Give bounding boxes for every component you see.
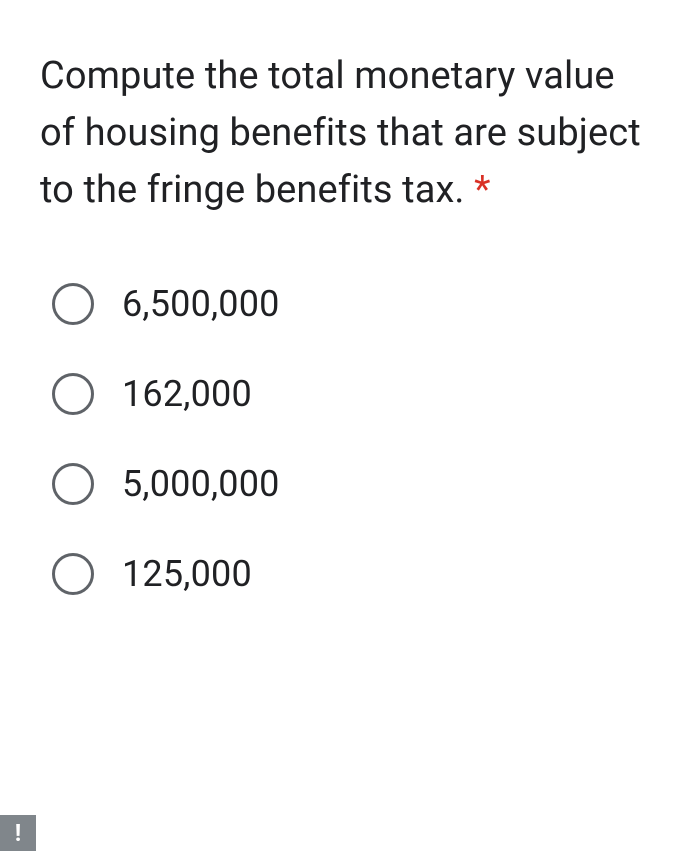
radio-option[interactable]: 5,000,000: [40, 463, 651, 505]
option-label: 125,000: [122, 553, 252, 595]
radio-icon: [52, 283, 94, 325]
radio-icon: [52, 373, 94, 415]
radio-option[interactable]: 125,000: [40, 553, 651, 595]
required-asterisk: *: [474, 168, 490, 212]
radio-icon: [52, 553, 94, 595]
options-list: 6,500,000 162,000 5,000,000 125,000: [40, 283, 651, 595]
radio-option[interactable]: 162,000: [40, 373, 651, 415]
question-text: Compute the total monetary value of hous…: [40, 48, 651, 219]
exclamation-icon: !: [15, 821, 22, 845]
option-label: 162,000: [122, 373, 252, 415]
question-card: Compute the total monetary value of hous…: [0, 0, 691, 683]
option-label: 6,500,000: [122, 283, 280, 325]
alert-badge: !: [0, 815, 36, 851]
question-body: Compute the total monetary value of hous…: [40, 54, 641, 212]
radio-icon: [52, 463, 94, 505]
radio-option[interactable]: 6,500,000: [40, 283, 651, 325]
option-label: 5,000,000: [122, 463, 280, 505]
